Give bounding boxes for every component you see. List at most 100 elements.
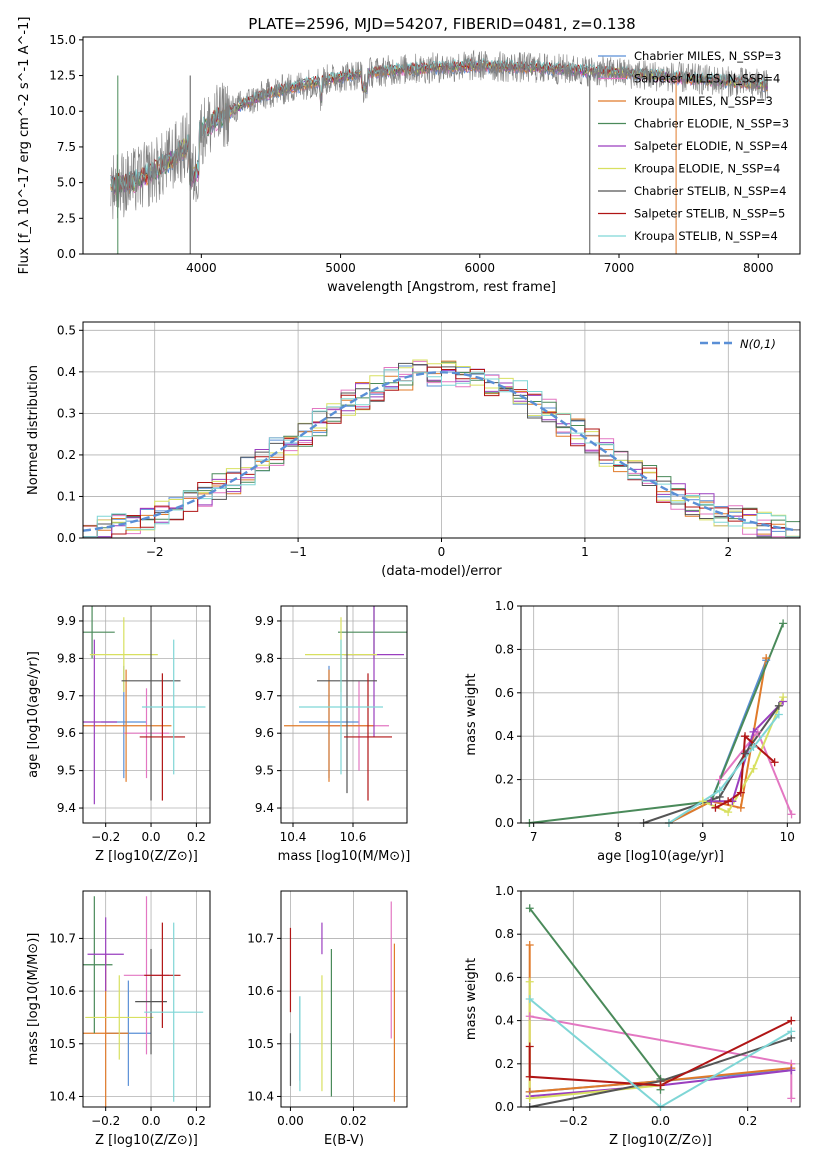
y-tick-label: 0.8 [495,927,514,941]
legend-entry: Kroupa ELODIE, N_SSP=4 [634,162,780,176]
axes-frame [82,321,801,539]
y-axis-label: Flux [f_λ 10^-17 erg cm^-2 s^-1 A^-1] [17,17,32,275]
y-tick-label: 9.4 [57,801,76,815]
weight-line [715,734,776,809]
weight-line [529,623,785,823]
x-tick-label: −0.2 [559,1114,588,1128]
x-tick-label: 2 [724,545,732,559]
weight-marker [724,808,733,817]
x-tick-label: 0.0 [141,830,160,844]
y-tick-label: 5.0 [57,176,76,190]
plot-area-age-vs-Z [83,606,206,805]
y-tick-label: 9.9 [57,614,76,628]
y-tick-label: 0.0 [495,816,514,830]
x-tick-label: 0.00 [277,1114,304,1128]
plot-area-residuals [83,359,800,538]
weight-marker [787,1066,796,1075]
weight-marker [741,749,750,758]
weight-marker [715,786,724,795]
x-axis-label: age [log10(age/yr)] [597,849,724,864]
axes-frame [82,890,211,1108]
y-tick-label: 10.6 [49,984,76,998]
y-tick-label: 10.4 [49,1089,76,1103]
x-tick-label: 6000 [465,261,496,275]
weight-marker [749,743,758,752]
weight-marker [787,1027,796,1036]
axes-frame [280,890,408,1108]
y-tick-label: 7.5 [57,140,76,154]
y-tick-label: 10.7 [247,931,274,945]
y-tick-label: 0.1 [57,489,76,503]
weight-marker [779,619,788,628]
x-axis-label: Z [log10(Z/Z⊙)] [95,1133,198,1148]
y-axis-label: age [log10(age/yr)] [26,651,41,778]
panel-residuals: −2 −1 0 1 2 0.0 0.1 0.2 0.3 0.4 0.5 (data-model)/er… [26,321,801,579]
weight-marker [787,1094,796,1103]
y-tick-label: 0.0 [495,1100,514,1114]
y-tick-label: 1.0 [495,599,514,613]
axes-frame [520,605,801,824]
weight-marker [711,803,720,812]
weight-marker [707,797,716,806]
y-tick-label: 9.6 [57,726,76,740]
weight-marker [774,710,783,719]
y-tick-label: 2.5 [57,211,76,225]
y-axis-label: mass weight [464,673,479,755]
y-tick-label: 0.4 [495,729,514,743]
x-tick-label: 5000 [325,261,356,275]
y-tick-label: 0.8 [495,642,514,656]
plot-area-spectrum [110,49,769,254]
legend-entry: Chabrier MILES, N_SSP=3 [634,49,781,63]
axes-frame [82,36,801,255]
plot-area-mass-vs-ebv [289,901,395,1102]
x-tick-label: 7 [530,830,538,844]
y-tick-label: 10.5 [49,1037,76,1051]
y-tick-label: 9.8 [57,651,76,665]
panel-age-vs-Z: −0.2 0.0 0.2 9.4 9.5 9.6 9.7 9.8 9.9 Z [log10(Z/Z… [26,605,211,864]
y-tick-label: 10.7 [49,931,76,945]
x-axis-label: mass [log10(M/M⊙)] [278,849,411,864]
plot-area-age-vs-mass [284,606,407,801]
y-tick-label: 1.0 [495,884,514,898]
x-tick-label: 0 [438,545,446,559]
weight-marker [787,1016,796,1025]
weight-marker [736,788,745,797]
x-axis-label: Z [log10(Z/Z⊙)] [609,1133,712,1148]
panel-age-vs-mass: 10.4 10.6 9.4 9.5 9.6 9.7 9.8 9.9 mass [log10(M/… [255,605,411,864]
y-tick-label: 12.5 [49,69,76,83]
y-tick-label: 0.4 [57,365,76,379]
panel-weight-vs-Z: −0.2 0.0 0.2 0.0 0.2 0.4 0.6 0.8 1.0 Z [log10(Z/Z… [464,884,801,1148]
x-tick-label: −0.2 [91,830,120,844]
legend-entry: Salpeter STELIB, N_SSP=5 [634,207,785,221]
y-tick-label: 9.7 [255,689,274,703]
y-tick-label: 0.6 [495,970,514,984]
weight-marker [525,977,534,986]
legend-entry: Kroupa STELIB, N_SSP=4 [634,229,778,243]
y-tick-label: 0.0 [57,247,76,261]
x-tick-label: −0.2 [91,1114,120,1128]
x-tick-label: 0.2 [187,1114,206,1128]
weight-marker [715,775,724,784]
axes-frame [520,890,801,1108]
weight-line [528,1019,792,1087]
y-tick-label: 9.7 [57,689,76,703]
x-tick-label: 7000 [604,261,635,275]
plot-area-weight-vs-age [529,623,793,823]
axes-frame [280,605,408,824]
legend-entry: N(0,1) [740,337,776,351]
x-axis-label: (data-model)/error [381,564,502,579]
x-tick-label: −2 [146,545,164,559]
x-axis-label: E(B-V) [324,1133,364,1148]
figure-title: PLATE=2596, MJD=54207, FIBERID=0481, z=0… [248,15,635,33]
y-tick-label: 10.4 [247,1089,274,1103]
y-axis-label: mass weight [464,958,479,1040]
y-tick-label: 10.6 [247,984,274,998]
y-tick-label: 9.9 [255,614,274,628]
weight-marker [525,941,534,949]
legend-entry: Kroupa MILES, N_SSP=3 [634,94,773,108]
x-tick-label: 0.0 [141,1114,160,1128]
x-tick-label: −1 [289,545,307,559]
y-tick-label: 9.8 [255,651,274,665]
y-tick-label: 0.5 [57,323,76,337]
x-tick-label: 10.6 [340,830,367,844]
